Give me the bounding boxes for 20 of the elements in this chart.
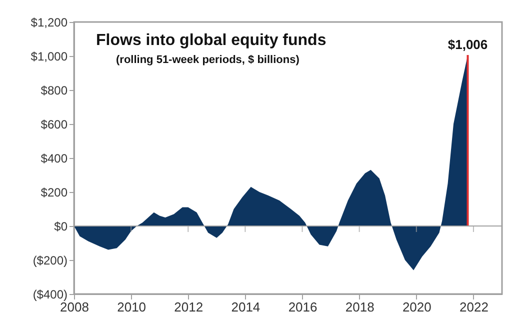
- x-tick-label: 2022: [460, 300, 488, 314]
- y-tick-label: $400: [40, 152, 68, 166]
- x-tick-label: 2020: [402, 300, 432, 314]
- annotation: $1,006: [448, 36, 488, 52]
- x-tick-label: 2014: [231, 300, 260, 314]
- text: Flows into global equity funds: [96, 32, 326, 49]
- y-tick-label: $0: [54, 220, 68, 234]
- x-tick-label: 2010: [117, 300, 146, 314]
- y-tick-label: $1,000: [30, 50, 68, 64]
- y-tick-label: $600: [40, 118, 68, 132]
- x-tick-label: 2016: [288, 300, 318, 314]
- y-tick-label: ($200): [32, 254, 68, 268]
- text: (rolling 51-week periods, $ billions): [116, 54, 300, 66]
- y-tick-label: $200: [40, 186, 68, 200]
- x-tick-label: 2008: [60, 300, 89, 314]
- x-tick-label: 2012: [174, 300, 204, 314]
- x-tick-label: 2018: [345, 300, 374, 314]
- y-tick-label: $1,200: [30, 16, 68, 30]
- y-tick-label: $800: [40, 84, 68, 98]
- y-tick-label: ($400): [32, 288, 68, 302]
